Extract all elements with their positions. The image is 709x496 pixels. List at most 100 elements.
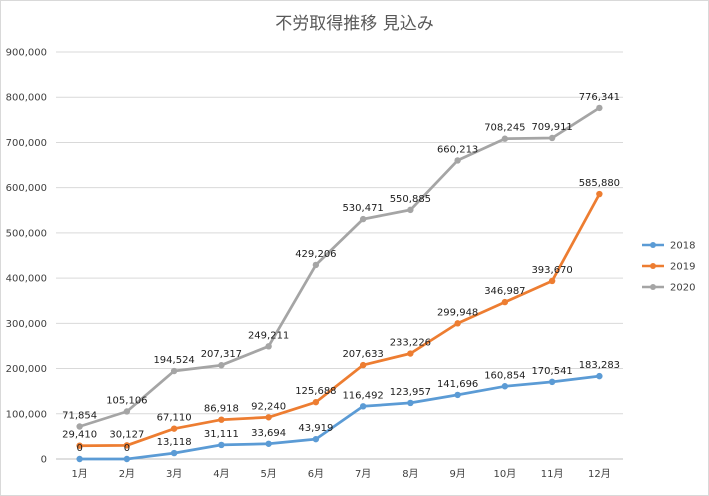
series-line-2020 <box>78 106 601 428</box>
data-point-2020 <box>170 367 178 375</box>
data-label-2019: 125,688 <box>295 386 336 397</box>
data-label-2020: 530,471 <box>342 203 383 214</box>
data-point-2020 <box>407 206 414 214</box>
data-point-2019 <box>170 425 178 432</box>
data-point-2018 <box>218 441 225 449</box>
y-tick-label: 200,000 <box>6 364 47 375</box>
y-tick-label: 800,000 <box>6 93 47 104</box>
x-tick-label: 2月 <box>119 468 135 480</box>
x-tick-label: 6月 <box>308 468 324 480</box>
data-point-2019 <box>312 398 320 406</box>
x-tick-label: 4月 <box>213 468 229 480</box>
data-label-2019: 86,918 <box>204 404 239 415</box>
data-point-2020 <box>454 157 461 164</box>
data-point-2018 <box>548 378 556 386</box>
data-point-2018 <box>76 455 83 463</box>
data-label-2019: 585,880 <box>579 178 620 189</box>
data-point-2018 <box>123 455 131 463</box>
data-point-2019 <box>218 416 225 423</box>
data-label-2020: 776,341 <box>579 92 620 103</box>
data-point-2020 <box>359 215 367 223</box>
data-point-2019 <box>76 442 83 449</box>
data-label-2018: 43,919 <box>298 423 333 434</box>
legend-label-2019: 2019 <box>670 262 695 273</box>
data-label-2018: 160,854 <box>484 370 525 381</box>
x-tick-label: 9月 <box>449 468 465 480</box>
data-point-2019 <box>123 442 131 449</box>
data-point-2019 <box>501 298 509 306</box>
data-label-2018: 0 <box>76 443 82 454</box>
data-label-2020: 207,317 <box>201 349 242 360</box>
data-label-2019: 346,987 <box>484 286 525 297</box>
legend-label-2018: 2018 <box>670 241 695 252</box>
data-label-2019: 207,633 <box>342 349 383 360</box>
data-point-2018 <box>501 383 509 390</box>
data-point-2020 <box>548 134 556 142</box>
y-tick-label: 600,000 <box>6 183 47 194</box>
data-point-2019 <box>454 320 461 327</box>
data-label-2018: 141,696 <box>437 379 478 390</box>
data-point-2019 <box>359 361 367 369</box>
y-tick-label: 0 <box>41 455 47 466</box>
x-tick-label: 10月 <box>494 468 517 480</box>
x-tick-label: 7月 <box>355 468 371 480</box>
y-tick-label: 500,000 <box>6 228 47 239</box>
data-point-2020 <box>596 104 603 112</box>
data-point-2018 <box>170 449 178 457</box>
data-point-2018 <box>596 372 603 380</box>
data-label-2020: 550,885 <box>390 194 431 205</box>
data-label-2019: 30,127 <box>109 429 144 440</box>
data-label-2019: 299,948 <box>437 307 478 318</box>
y-tick-label: 400,000 <box>6 274 47 285</box>
series-line-2019 <box>78 192 601 448</box>
data-label-2018: 0 <box>124 443 130 454</box>
y-tick-label: 100,000 <box>6 409 47 420</box>
data-label-2018: 31,111 <box>204 429 239 440</box>
data-label-2019: 67,110 <box>157 413 192 424</box>
data-point-2020 <box>265 343 272 350</box>
legend-marker-2018 <box>650 242 656 248</box>
data-label-2019: 29,410 <box>62 430 97 441</box>
data-label-2020: 660,213 <box>437 144 478 155</box>
data-label-2020: 709,911 <box>531 122 572 133</box>
x-tick-label: 5月 <box>260 468 276 480</box>
data-label-2020: 71,854 <box>62 411 97 422</box>
data-point-2020 <box>123 408 131 415</box>
data-point-2020 <box>501 135 509 142</box>
data-label-2020: 194,524 <box>153 355 194 366</box>
data-point-2019 <box>596 190 603 198</box>
data-point-2019 <box>265 414 272 421</box>
x-tick-label: 1月 <box>71 468 87 480</box>
data-label-2020: 249,211 <box>248 330 289 341</box>
data-label-2019: 393,670 <box>531 265 572 276</box>
data-point-2018 <box>359 403 367 410</box>
data-label-2020: 105,106 <box>106 395 147 406</box>
data-point-2020 <box>218 362 225 369</box>
x-tick-label: 8月 <box>402 468 418 480</box>
x-tick-label: 11月 <box>541 468 564 480</box>
data-label-2018: 123,957 <box>390 387 431 398</box>
data-label-2020: 708,245 <box>484 123 525 134</box>
chart-title: 不労取得推移 見込み <box>275 14 434 34</box>
data-label-2018: 13,118 <box>157 437 192 448</box>
data-label-2018: 170,541 <box>531 366 572 377</box>
data-label-2019: 233,226 <box>390 338 431 349</box>
data-label-2019: 92,240 <box>251 401 286 412</box>
data-point-2020 <box>312 261 320 269</box>
data-point-2018 <box>312 435 320 443</box>
data-label-2018: 116,492 <box>342 390 383 401</box>
data-label-2018: 183,283 <box>579 360 620 371</box>
data-point-2018 <box>265 440 272 447</box>
y-tick-label: 900,000 <box>6 48 47 59</box>
series-line-2018 <box>78 374 601 461</box>
data-label-2018: 33,694 <box>251 428 286 439</box>
y-tick-label: 700,000 <box>6 138 47 149</box>
y-tick-label: 300,000 <box>6 319 47 330</box>
data-point-2018 <box>454 391 461 399</box>
legend-label-2020: 2020 <box>670 283 695 294</box>
data-point-2019 <box>407 350 414 357</box>
legend-marker-2019 <box>650 263 656 269</box>
x-tick-label: 3月 <box>166 468 182 480</box>
data-point-2020 <box>76 423 83 430</box>
